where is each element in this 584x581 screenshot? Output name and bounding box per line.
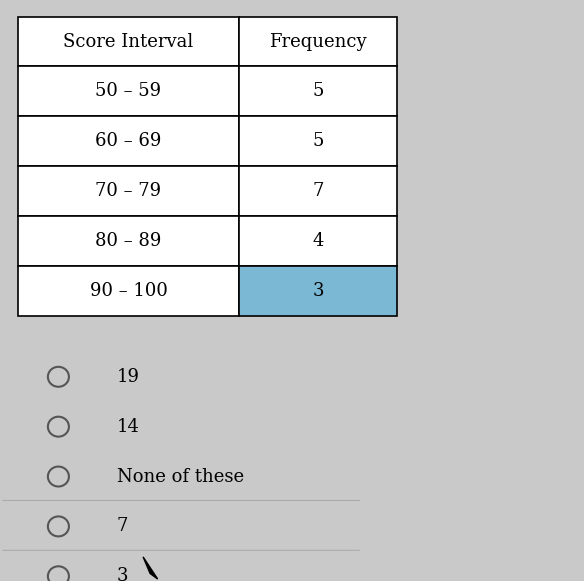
Bar xyxy=(239,216,397,266)
Text: 50 – 59: 50 – 59 xyxy=(95,83,162,101)
Text: 80 – 89: 80 – 89 xyxy=(95,232,162,250)
Text: 4: 4 xyxy=(312,232,324,250)
Bar xyxy=(18,166,239,216)
Bar xyxy=(18,17,239,66)
Bar xyxy=(239,266,397,316)
Text: Frequency: Frequency xyxy=(269,33,367,51)
Bar xyxy=(239,116,397,166)
Text: Score Interval: Score Interval xyxy=(63,33,194,51)
Text: 70 – 79: 70 – 79 xyxy=(95,182,162,200)
Text: None of these: None of these xyxy=(117,468,244,486)
Text: 5: 5 xyxy=(312,132,324,150)
Text: 90 – 100: 90 – 100 xyxy=(89,282,168,300)
Text: 14: 14 xyxy=(117,418,140,436)
Bar xyxy=(239,66,397,116)
Text: 5: 5 xyxy=(312,83,324,101)
Polygon shape xyxy=(143,557,158,579)
Text: 60 – 69: 60 – 69 xyxy=(95,132,162,150)
Bar xyxy=(239,17,397,66)
Text: 7: 7 xyxy=(117,518,128,536)
Text: 19: 19 xyxy=(117,368,140,386)
Bar xyxy=(18,66,239,116)
Text: 7: 7 xyxy=(312,182,324,200)
Text: 3: 3 xyxy=(117,567,128,581)
Bar xyxy=(18,116,239,166)
Bar xyxy=(18,266,239,316)
Bar xyxy=(239,166,397,216)
Text: 3: 3 xyxy=(312,282,324,300)
Bar xyxy=(18,216,239,266)
